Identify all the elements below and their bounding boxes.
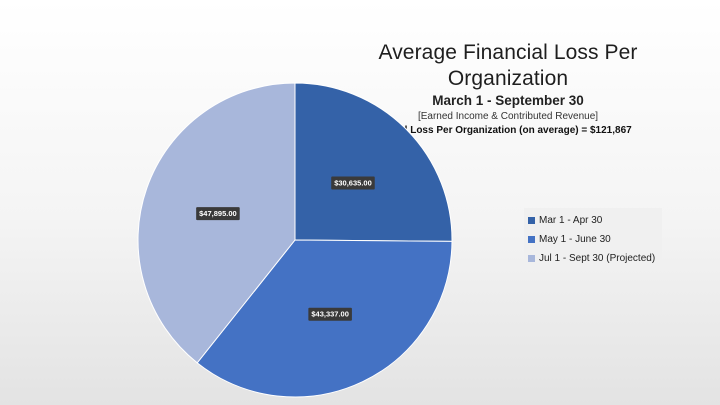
data-label-1: $30,635.00 — [331, 176, 375, 190]
chart-legend: Mar 1 - Apr 30 May 1 - June 30 Jul 1 - Sep… — [524, 208, 662, 271]
legend-label: May 1 - June 30 — [539, 234, 611, 245]
legend-item-2: May 1 - June 30 — [528, 230, 658, 249]
legend-item-3: Jul 1 - Sept 30 (Projected) — [528, 249, 658, 268]
svg-text:$47,895.00: $47,895.00 — [199, 209, 237, 218]
legend-label: Mar 1 - Apr 30 — [539, 215, 603, 226]
chart-titles: Average Financial Loss Per Organization … — [318, 40, 698, 137]
svg-text:$30,635.00: $30,635.00 — [334, 179, 372, 188]
svg-text:$43,337.00: $43,337.00 — [311, 310, 349, 319]
legend-label: Jul 1 - Sept 30 (Projected) — [539, 253, 656, 264]
legend-swatch — [528, 255, 535, 262]
data-label-3: $47,895.00 — [196, 207, 240, 221]
data-label-2: $43,337.00 — [308, 307, 352, 321]
legend-swatch — [528, 217, 535, 224]
chart-subtitle: March 1 - September 30 — [432, 93, 584, 108]
pie-slice-1 — [294, 82, 453, 242]
chart-note: [Earned Income & Contributed Revenue] — [417, 111, 599, 122]
pie-slice-3 — [137, 82, 296, 364]
chart-total: Total Loss Per Organization (on average)… — [384, 125, 632, 136]
chart-title: Average Financial Loss Per Organization — [378, 41, 638, 90]
legend-item-1: Mar 1 - Apr 30 — [528, 211, 658, 230]
legend-swatch — [528, 236, 535, 243]
